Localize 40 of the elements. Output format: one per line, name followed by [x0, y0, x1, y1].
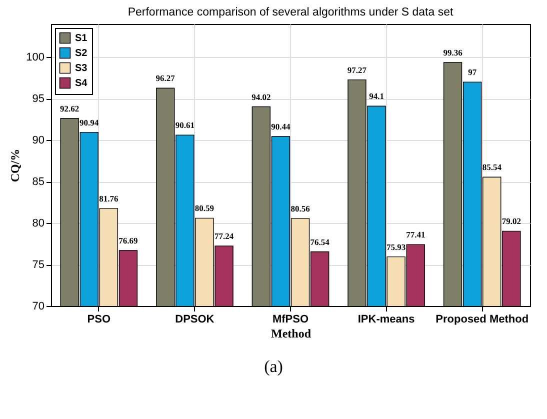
data-label: 76.69	[118, 236, 138, 246]
y-tick-label: 90	[32, 134, 44, 147]
data-label: 94.1	[369, 91, 384, 102]
data-label: 99.36	[443, 47, 462, 58]
data-label: 97.27	[347, 64, 368, 75]
y-tick-label: 70	[32, 300, 44, 312]
x-tick-label: IPK-means	[358, 314, 415, 326]
x-tick-label: Proposed Method	[436, 314, 529, 326]
chart-title: Performance comparison of several algorithms under S data set	[128, 6, 454, 18]
data-label: 75.93	[386, 242, 406, 252]
data-label: 79.02	[502, 216, 521, 226]
data-label: 76.54	[310, 236, 330, 247]
legend-label: S1	[75, 33, 88, 44]
data-label: 96.27	[156, 73, 176, 84]
data-label: 90.44	[271, 121, 292, 132]
y-axis-title: CQ/%	[8, 148, 22, 182]
data-label: 92.62	[60, 103, 80, 114]
data-label: 77.41	[406, 230, 426, 240]
data-label: 94.02	[252, 92, 271, 102]
y-tick-label: 85	[32, 176, 44, 188]
x-tick-label: DPSOK	[175, 314, 214, 326]
y-tick-label: 75	[32, 259, 44, 272]
data-label: 80.56	[290, 203, 310, 214]
legend-label: S2	[75, 48, 88, 59]
y-tick-label: 95	[32, 93, 44, 106]
legend-label: S4	[75, 78, 88, 89]
x-axis-title: Method	[271, 326, 312, 340]
data-label: 81.76	[99, 193, 118, 204]
y-tick-label: 100	[26, 52, 44, 64]
data-label: 90.94	[80, 117, 100, 128]
data-label: 77.24	[214, 230, 234, 241]
data-label: 80.59	[194, 203, 214, 214]
data-label: 97	[468, 67, 478, 78]
x-tick-label: PSO	[87, 314, 111, 326]
y-tick-label: 80	[32, 218, 44, 230]
data-label: 90.61	[175, 120, 194, 130]
text: (a)	[263, 357, 284, 377]
x-tick-label: MfPSO	[272, 314, 309, 326]
data-label: 85.54	[482, 162, 502, 172]
legend-label: S3	[75, 63, 88, 74]
